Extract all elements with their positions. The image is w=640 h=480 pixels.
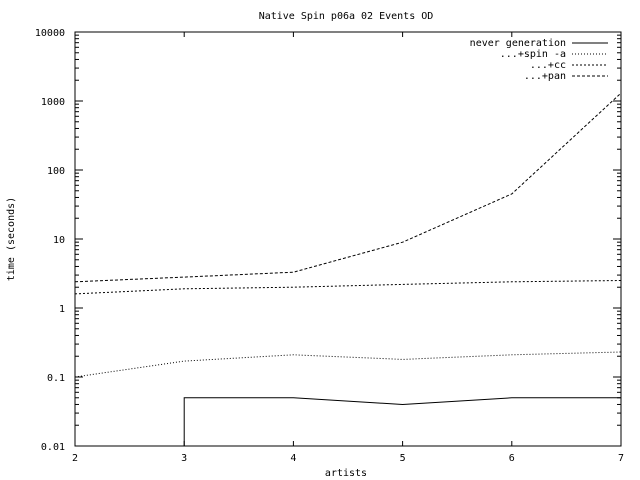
legend-label: ...+pan	[524, 71, 566, 82]
x-axis-label: artists	[325, 468, 367, 479]
y-axis-label: time (seconds)	[6, 197, 17, 281]
y-tick-label: 0.01	[41, 442, 65, 453]
series-line-1	[183, 397, 621, 446]
series-layer	[74, 92, 622, 446]
x-tick-label: 5	[400, 453, 406, 464]
plot-frame	[74, 31, 622, 447]
series-line-4	[74, 92, 622, 283]
y-tick-label: 1	[59, 304, 65, 315]
x-tick-label: 6	[509, 453, 515, 464]
x-axis: 2 3 4 5 6 7	[72, 32, 624, 464]
y-tick-label: 100	[47, 166, 65, 177]
series-line-2	[74, 351, 622, 378]
chart-title: Native Spin p06a 02 Events OD	[259, 11, 434, 22]
x-tick-label: 2	[72, 453, 78, 464]
legend: never generation...+spin -a...+cc...+pan	[470, 38, 608, 82]
legend-label: never generation	[470, 38, 566, 49]
y-tick-label: 0.1	[47, 373, 65, 384]
legend-label: ...+cc	[530, 60, 566, 71]
series-line-3	[74, 280, 622, 295]
x-tick-label: 7	[618, 453, 624, 464]
legend-label: ...+spin -a	[500, 49, 566, 60]
y-tick-label: 1000	[41, 97, 65, 108]
y-tick-label: 10000	[35, 28, 65, 39]
x-tick-label: 4	[290, 453, 296, 464]
x-tick-label: 3	[181, 453, 187, 464]
y-tick-label: 10	[53, 235, 65, 246]
y-axis: 0.01 0.1 1 10 100 1000 10000	[35, 28, 621, 453]
